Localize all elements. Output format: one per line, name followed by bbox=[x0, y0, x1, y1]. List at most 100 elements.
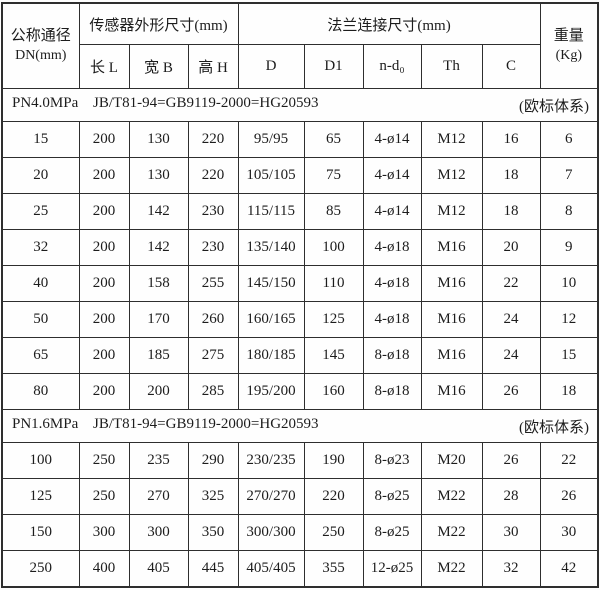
cell-d1: 110 bbox=[303, 265, 364, 302]
cell-th: M16 bbox=[420, 373, 483, 410]
cell-n-d0: 12-ø25 bbox=[362, 550, 422, 588]
cell-height: 325 bbox=[187, 478, 239, 515]
header-weight-unit: (Kg) bbox=[555, 48, 583, 63]
cell-n-d0: 4-ø14 bbox=[362, 121, 422, 158]
table-row: 15 200 130 220 95/95 65 4-ø14 M12 16 6 bbox=[1, 121, 599, 158]
cell-dn: 20 bbox=[1, 157, 80, 194]
cell-dn: 50 bbox=[1, 301, 80, 338]
cell-c: 16 bbox=[481, 121, 541, 158]
cell-length: 400 bbox=[78, 550, 130, 588]
cell-weight: 8 bbox=[539, 193, 599, 230]
cell-width: 300 bbox=[128, 514, 189, 551]
cell-length: 200 bbox=[78, 301, 130, 338]
cell-weight: 7 bbox=[539, 157, 599, 194]
cell-n-d0: 8-ø23 bbox=[362, 442, 422, 479]
cell-width: 270 bbox=[128, 478, 189, 515]
cell-d: 300/300 bbox=[237, 514, 305, 551]
cell-height: 290 bbox=[187, 442, 239, 479]
section-header-cell: (欧标体系) PN4.0MPa JB/T81-94=GB9119-2000=HG20… bbox=[1, 88, 599, 122]
cell-dn: 250 bbox=[1, 550, 80, 588]
cell-height: 255 bbox=[187, 265, 239, 302]
cell-height: 230 bbox=[187, 193, 239, 230]
section-header-row: (欧标体系) PN1.6MPa JB/T81-94=GB9119-2000=HG20… bbox=[1, 409, 599, 443]
cell-d1: 250 bbox=[303, 514, 364, 551]
cell-d: 115/115 bbox=[237, 193, 305, 230]
cell-th: M20 bbox=[420, 442, 483, 479]
cell-height: 275 bbox=[187, 337, 239, 374]
cell-length: 200 bbox=[78, 373, 130, 410]
cell-th: M12 bbox=[420, 193, 483, 230]
cell-c: 28 bbox=[481, 478, 541, 515]
table-row: 50 200 170 260 160/165 125 4-ø18 M16 24 12 bbox=[1, 301, 599, 338]
cell-d1: 75 bbox=[303, 157, 364, 194]
cell-dn: 65 bbox=[1, 337, 80, 374]
cell-height: 220 bbox=[187, 157, 239, 194]
cell-c: 20 bbox=[481, 229, 541, 266]
cell-height: 285 bbox=[187, 373, 239, 410]
header-weight: 重量 (Kg) bbox=[539, 2, 599, 89]
cell-d1: 65 bbox=[303, 121, 364, 158]
cell-height: 445 bbox=[187, 550, 239, 588]
cell-c: 24 bbox=[481, 337, 541, 374]
header-nominal-diameter: 公称通径 DN(mm) bbox=[1, 2, 80, 89]
cell-th: M22 bbox=[420, 478, 483, 515]
cell-d: 180/185 bbox=[237, 337, 305, 374]
header-weight-cn: 重量 bbox=[553, 28, 584, 44]
cell-width: 142 bbox=[128, 229, 189, 266]
cell-n-d0: 8-ø25 bbox=[362, 514, 422, 551]
cell-dn: 100 bbox=[1, 442, 80, 479]
cell-length: 200 bbox=[78, 229, 130, 266]
cell-length: 200 bbox=[78, 121, 130, 158]
table-row: 250 400 405 445 405/405 355 12-ø25 M22 32 42 bbox=[1, 550, 599, 588]
cell-weight: 26 bbox=[539, 478, 599, 515]
cell-length: 200 bbox=[78, 193, 130, 230]
table-row: 40 200 158 255 145/150 110 4-ø18 M16 22 10 bbox=[1, 265, 599, 302]
cell-th: M16 bbox=[420, 337, 483, 374]
header-nominal-diameter-cn: 公称通径 bbox=[10, 28, 71, 44]
cell-d: 95/95 bbox=[237, 121, 305, 158]
cell-length: 200 bbox=[78, 337, 130, 374]
cell-d: 270/270 bbox=[237, 478, 305, 515]
table-row: 65 200 185 275 180/185 145 8-ø18 M16 24 15 bbox=[1, 337, 599, 374]
cell-dn: 150 bbox=[1, 514, 80, 551]
cell-dn: 40 bbox=[1, 265, 80, 302]
cell-c: 24 bbox=[481, 301, 541, 338]
section-header-cell: (欧标体系) PN1.6MPa JB/T81-94=GB9119-2000=HG20… bbox=[1, 409, 599, 443]
cell-dn: 15 bbox=[1, 121, 80, 158]
cell-d: 135/140 bbox=[237, 229, 305, 266]
cell-length: 200 bbox=[78, 265, 130, 302]
cell-height: 230 bbox=[187, 229, 239, 266]
header-flange-d: D bbox=[237, 44, 305, 89]
cell-width: 170 bbox=[128, 301, 189, 338]
cell-width: 235 bbox=[128, 442, 189, 479]
cell-n-d0: 4-ø18 bbox=[362, 265, 422, 302]
cell-height: 350 bbox=[187, 514, 239, 551]
cell-height: 260 bbox=[187, 301, 239, 338]
header-length-l: 长 L bbox=[78, 44, 130, 89]
cell-dn: 80 bbox=[1, 373, 80, 410]
section-header-row: (欧标体系) PN4.0MPa JB/T81-94=GB9119-2000=HG20… bbox=[1, 88, 599, 122]
cell-weight: 9 bbox=[539, 229, 599, 266]
cell-weight: 10 bbox=[539, 265, 599, 302]
table-row: 100 250 235 290 230/235 190 8-ø23 M20 26 22 bbox=[1, 442, 599, 479]
standard-code-label: JB/T81-94=GB9119-2000=HG20593 bbox=[93, 94, 319, 111]
table-row: 150 300 300 350 300/300 250 8-ø25 M22 30 30 bbox=[1, 514, 599, 551]
cell-d1: 355 bbox=[303, 550, 364, 588]
cell-n-d0: 8-ø18 bbox=[362, 373, 422, 410]
cell-length: 200 bbox=[78, 157, 130, 194]
cell-height: 220 bbox=[187, 121, 239, 158]
cell-weight: 30 bbox=[539, 514, 599, 551]
cell-d: 405/405 bbox=[237, 550, 305, 588]
cell-dn: 125 bbox=[1, 478, 80, 515]
cell-d: 105/105 bbox=[237, 157, 305, 194]
cell-th: M16 bbox=[420, 265, 483, 302]
cell-width: 130 bbox=[128, 157, 189, 194]
cell-width: 130 bbox=[128, 121, 189, 158]
cell-length: 300 bbox=[78, 514, 130, 551]
cell-th: M12 bbox=[420, 157, 483, 194]
cell-d1: 160 bbox=[303, 373, 364, 410]
header-flange-d1: D1 bbox=[303, 44, 364, 89]
cell-weight: 22 bbox=[539, 442, 599, 479]
cell-dn: 32 bbox=[1, 229, 80, 266]
